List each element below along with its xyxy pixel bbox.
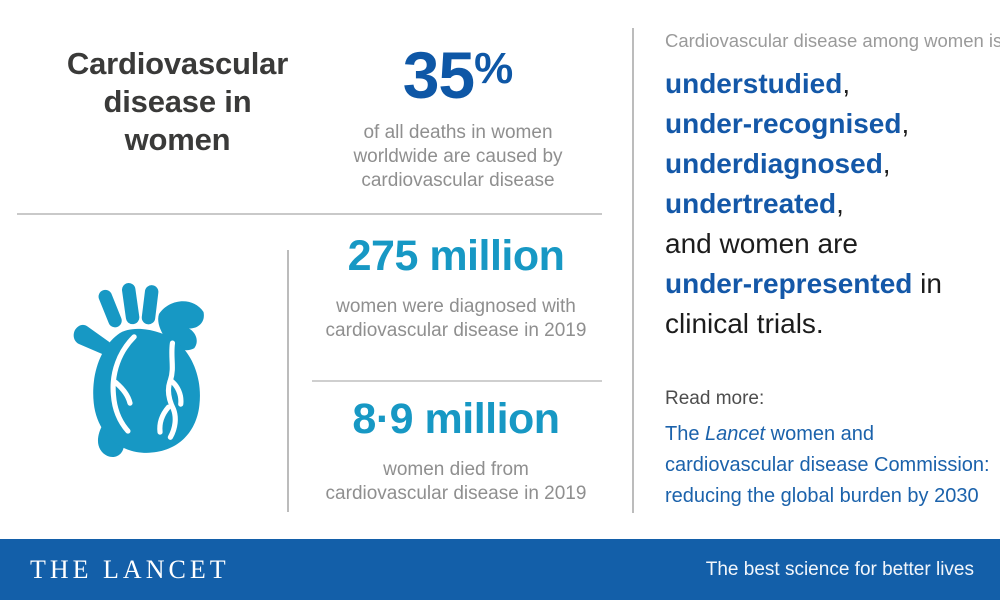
statement-intro: Cardiovascular disease among women is <box>665 30 1000 51</box>
stat-89-value: 8·9 million <box>352 395 560 443</box>
footer-bar: THE LANCET The best science for better l… <box>0 539 1000 600</box>
stat-deaths-percentage: 35% of all deaths in women worldwide are… <box>310 36 606 193</box>
stat-value-35: 35% <box>310 36 606 108</box>
stat-deaths: 8·9 million women died from cardiovascul… <box>300 396 612 506</box>
footer-tagline: The best science for better lives <box>705 558 974 580</box>
anatomical-heart-icon <box>72 282 217 460</box>
stat-35-caption: of all deaths in women worldwide are cau… <box>353 122 563 191</box>
page-title: Cardiovascular disease in women <box>66 46 289 157</box>
percent-sign: % <box>474 44 514 93</box>
stat-89-caption: women died from cardiovascular disease i… <box>325 459 587 504</box>
divider-under-title <box>17 213 602 215</box>
commission-link[interactable]: The Lancet women and cardiovascular dise… <box>665 423 990 507</box>
statement-column: Cardiovascular disease among women is un… <box>665 30 1000 512</box>
lancet-logo: THE LANCET <box>30 554 230 584</box>
stat-diagnosed: 275 million women were diagnosed with ca… <box>300 233 612 343</box>
divider-middle-vertical <box>287 250 289 512</box>
divider-right-vertical <box>632 28 634 513</box>
read-more-label: Read more: <box>665 388 765 409</box>
stat-275-caption: women were diagnosed with cardiovascular… <box>325 296 587 341</box>
stat-35-digits: 35 <box>402 38 475 112</box>
stat-275-value: 275 million <box>347 232 565 280</box>
divider-between-stats <box>312 380 602 382</box>
heart-icon-svg <box>73 283 204 458</box>
statement-lines: understudied, under-recognised, underdiagn… <box>665 68 942 339</box>
